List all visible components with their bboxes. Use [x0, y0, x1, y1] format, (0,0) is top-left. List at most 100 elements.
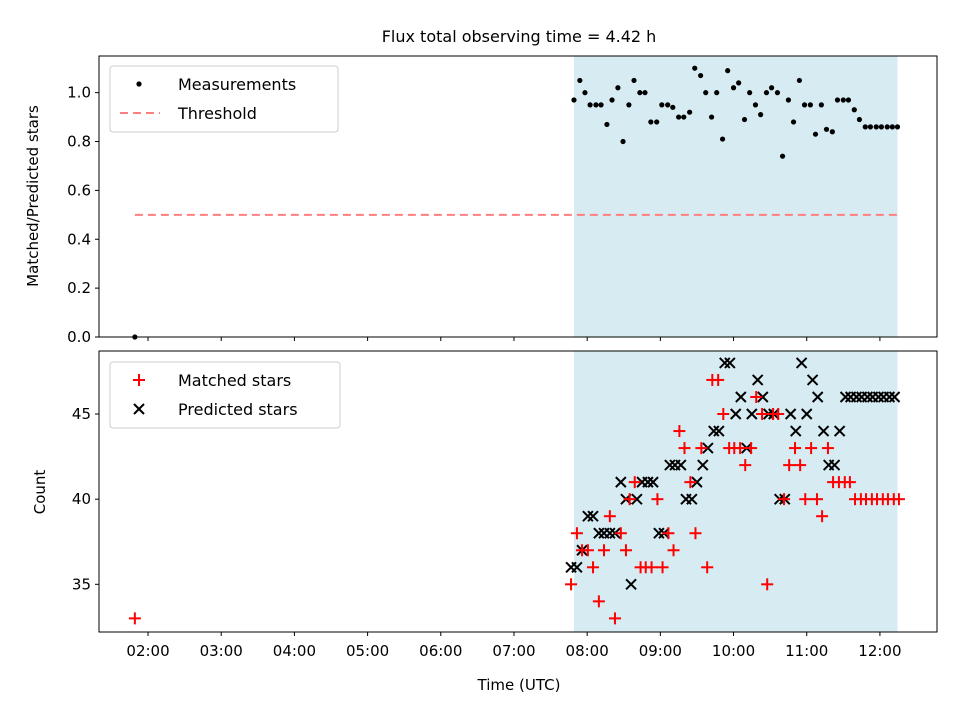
top-legend-box: [109, 65, 339, 133]
measurement-point: [687, 109, 693, 115]
matched-star-point: [662, 527, 675, 540]
matched-star-point: [619, 544, 632, 557]
measurement-point: [801, 102, 808, 108]
predicted-star-point: [861, 391, 874, 403]
matched-star-point: [750, 390, 763, 403]
measurement-point: [676, 114, 682, 120]
matched-star-point: [778, 493, 791, 506]
measurement-point: [719, 136, 726, 142]
predicted-star-point: [582, 510, 594, 522]
matched-star-point: [783, 459, 796, 472]
matched-star-point: [656, 561, 669, 574]
predicted-star-point: [604, 527, 616, 539]
measurement-point: [736, 80, 742, 86]
predicted-star-point: [697, 459, 709, 471]
matched-star-point: [695, 442, 708, 455]
measurement-point: [856, 116, 863, 123]
bottom-axes-frame: [98, 350, 938, 633]
measurement-point: [703, 90, 709, 96]
top-y-label: Matched/Predicted stars: [24, 105, 42, 287]
measurement-point: [818, 102, 824, 108]
legend-threshold-label: Threshold: [177, 104, 257, 123]
x-tick-label: 02:00: [126, 642, 169, 660]
measurement-point: [878, 124, 884, 130]
measurement-point: [577, 77, 583, 84]
predicted-star-point: [686, 493, 698, 505]
measurement-point: [620, 138, 626, 145]
y-tick-label: 45: [72, 405, 91, 423]
measurement-point: [665, 102, 671, 108]
matched-star-point: [701, 561, 714, 574]
measurement-point: [768, 85, 775, 91]
matched-star-points: [128, 373, 905, 625]
matched-star-point: [756, 408, 769, 421]
measurement-point: [840, 97, 846, 103]
matched-star-point: [772, 408, 785, 421]
matched-star-point: [678, 442, 691, 455]
x-tick-label: 04:00: [273, 642, 316, 660]
matched-star-point: [816, 510, 829, 523]
measurement-point: [637, 90, 643, 96]
x-tick-label: 03:00: [200, 642, 243, 660]
predicted-star-point: [817, 425, 830, 437]
measurement-point: [889, 124, 895, 130]
predicted-star-point: [653, 527, 665, 539]
matched-star-point: [623, 493, 636, 506]
matched-star-point: [608, 612, 621, 625]
predicted-star-point: [795, 357, 808, 369]
predicted-star-point: [631, 493, 643, 505]
x-tick-label: 06:00: [419, 642, 462, 660]
predicted-star-point: [751, 374, 764, 386]
predicted-star-point: [801, 408, 813, 420]
predicted-star-point: [719, 357, 731, 369]
matched-star-point: [794, 459, 807, 472]
measurement-point: [654, 119, 660, 125]
measurement-point: [884, 124, 890, 130]
matched-star-point: [821, 442, 834, 455]
x-tick-label: 12:00: [858, 642, 901, 660]
bottom-legend-box: [109, 361, 341, 429]
predicted-star-point: [746, 408, 758, 420]
predicted-star-point: [702, 442, 714, 454]
predicted-star-point: [713, 425, 725, 437]
matched-star-point: [673, 425, 686, 438]
legend-predicted-marker: [133, 403, 145, 415]
top-x-ticks: [147, 337, 881, 341]
measurement-point: [698, 72, 704, 79]
matched-star-point: [581, 544, 594, 557]
measurement-point: [659, 102, 665, 108]
predicted-star-point: [587, 510, 599, 522]
matched-star-point: [128, 612, 141, 625]
predicted-star-point: [647, 476, 659, 488]
predicted-star-point: [691, 476, 703, 488]
x-tick-label: 07:00: [492, 642, 535, 660]
measurement-point: [834, 97, 841, 103]
matched-star-point: [597, 544, 610, 557]
matched-star-point: [745, 442, 758, 455]
predicted-star-point: [784, 408, 797, 420]
legend-predicted-label: Predicted stars: [178, 400, 298, 419]
predicted-star-point: [833, 425, 846, 437]
measurement-point: [648, 119, 654, 125]
predicted-star-point: [724, 357, 736, 369]
y-tick-label: 0.4: [67, 230, 91, 248]
x-tick-label: 08:00: [566, 642, 609, 660]
measurement-point: [823, 126, 830, 132]
x-axis-label: Time (UTC): [477, 676, 561, 694]
measurement-point: [790, 119, 797, 125]
bottom-axes: 35 40 45 02:00 03:00 04:00 05:00 06:00 07:00 08:…: [31, 350, 938, 694]
predicted-star-point: [790, 425, 802, 437]
predicted-star-point: [664, 459, 676, 471]
measurement-point: [752, 102, 759, 108]
matched-star-point: [592, 595, 605, 608]
measurement-point: [812, 131, 819, 137]
measurement-point: [873, 124, 879, 130]
measurement-point: [730, 85, 737, 91]
matched-star-point: [684, 476, 697, 489]
measurement-point: [845, 97, 852, 103]
predicted-star-point: [625, 578, 637, 591]
legend-measurements-label: Measurements: [178, 75, 296, 94]
predicted-star-point: [615, 476, 627, 488]
measurement-point: [758, 112, 764, 118]
matched-star-point: [603, 510, 616, 523]
